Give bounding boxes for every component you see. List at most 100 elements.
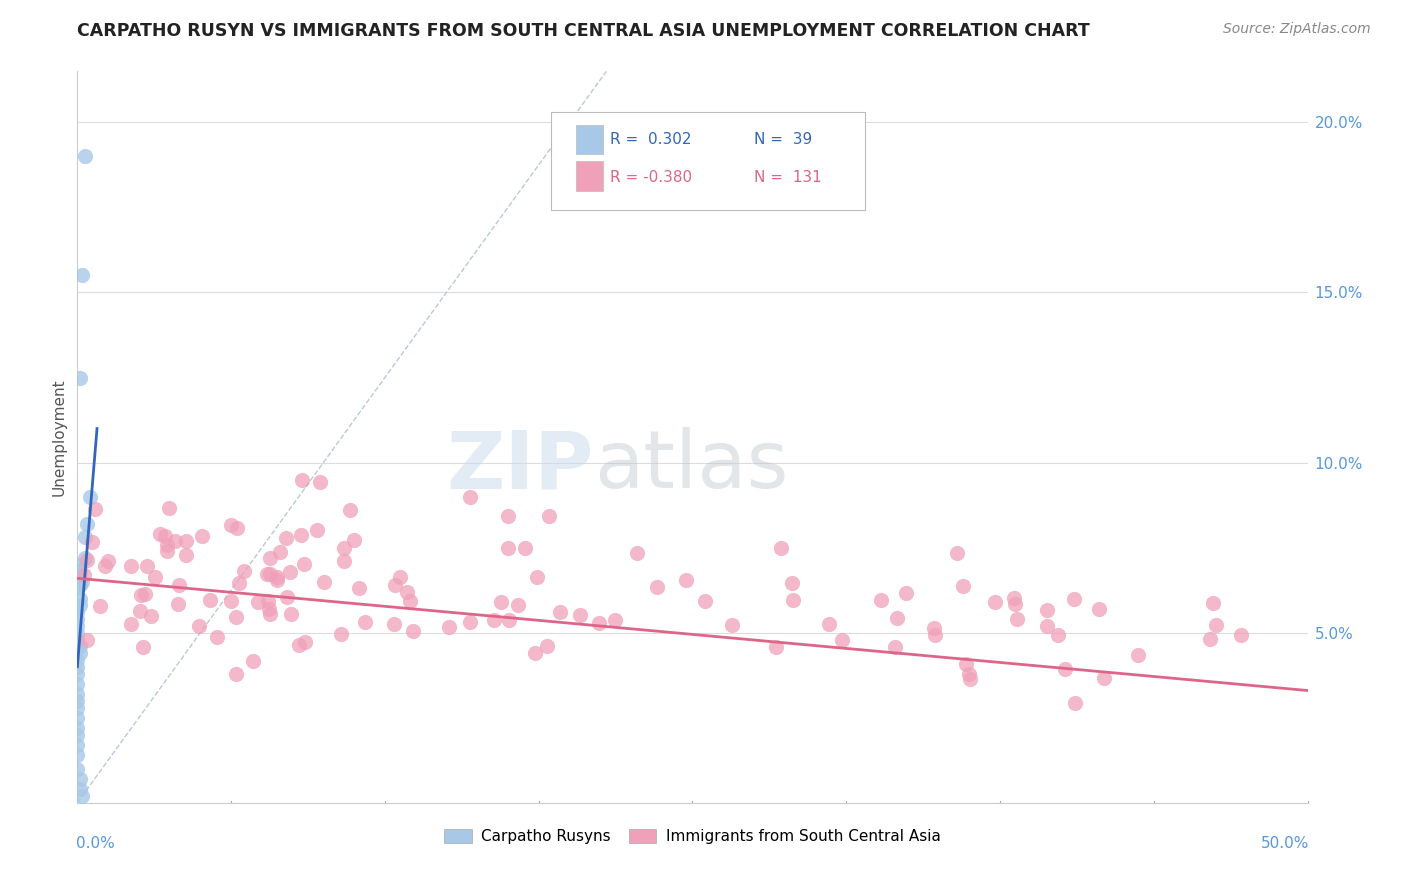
- Point: [274, 531, 297, 545]
- Point: [228, 575, 250, 590]
- Point: [246, 595, 269, 609]
- Point: [69, 646, 91, 660]
- Text: CARPATHO RUSYN VS IMMIGRANTS FROM SOUTH CENTRAL ASIA UNEMPLOYMENT CORRELATION CH: CARPATHO RUSYN VS IMMIGRANTS FROM SOUTH …: [77, 22, 1090, 40]
- Point: [721, 617, 744, 632]
- Point: [66, 632, 89, 647]
- Point: [343, 533, 366, 547]
- Point: [139, 608, 162, 623]
- Point: [145, 570, 167, 584]
- Point: [869, 592, 891, 607]
- Point: [946, 546, 969, 560]
- Point: [957, 667, 980, 681]
- Point: [278, 566, 301, 580]
- Point: [132, 640, 155, 654]
- Point: [280, 607, 302, 621]
- Point: [155, 529, 177, 543]
- Point: [305, 523, 328, 537]
- Point: [200, 593, 222, 607]
- Point: [329, 626, 352, 640]
- Point: [66, 666, 89, 681]
- Point: [1036, 603, 1059, 617]
- Point: [259, 607, 281, 621]
- Text: R = -0.380: R = -0.380: [610, 169, 692, 185]
- Point: [69, 772, 91, 786]
- Point: [1063, 591, 1085, 606]
- Point: [588, 615, 610, 630]
- Point: [883, 640, 905, 654]
- Point: [1054, 663, 1077, 677]
- Point: [1036, 619, 1059, 633]
- Point: [66, 694, 89, 708]
- Point: [149, 527, 172, 541]
- Point: [66, 605, 89, 619]
- Point: [291, 473, 314, 487]
- Point: [69, 599, 91, 613]
- Point: [354, 615, 377, 630]
- Point: [524, 646, 547, 660]
- Point: [66, 659, 89, 673]
- Point: [292, 558, 315, 572]
- Point: [129, 588, 152, 602]
- Point: [389, 570, 412, 584]
- Point: [66, 653, 89, 667]
- Point: [333, 541, 356, 555]
- Point: [460, 615, 482, 629]
- Point: [603, 613, 626, 627]
- FancyBboxPatch shape: [575, 161, 603, 191]
- Point: [1229, 628, 1251, 642]
- Point: [645, 580, 668, 594]
- Point: [266, 573, 288, 587]
- Point: [69, 640, 91, 654]
- Point: [226, 520, 249, 534]
- Point: [496, 509, 519, 524]
- Point: [191, 529, 214, 543]
- Point: [73, 149, 96, 163]
- Point: [498, 613, 520, 627]
- Point: [66, 619, 89, 633]
- Point: [402, 624, 425, 638]
- Point: [219, 594, 242, 608]
- Point: [157, 501, 180, 516]
- Point: [73, 531, 96, 545]
- Point: [73, 550, 96, 565]
- Point: [129, 604, 152, 618]
- Point: [66, 738, 89, 752]
- Point: [79, 490, 101, 504]
- Y-axis label: Unemployment: Unemployment: [51, 378, 66, 496]
- Point: [167, 597, 190, 611]
- Point: [174, 533, 197, 548]
- Point: [496, 541, 519, 555]
- Point: [1004, 597, 1026, 611]
- Text: R =  0.302: R = 0.302: [610, 132, 692, 147]
- Point: [398, 594, 420, 608]
- Point: [309, 475, 332, 490]
- Point: [536, 639, 558, 653]
- Point: [205, 630, 228, 644]
- Point: [294, 635, 316, 649]
- Point: [568, 607, 591, 622]
- Point: [73, 568, 96, 582]
- Text: Source: ZipAtlas.com: Source: ZipAtlas.com: [1223, 22, 1371, 37]
- Point: [290, 527, 312, 541]
- Text: ZIP: ZIP: [447, 427, 595, 506]
- Point: [886, 611, 908, 625]
- Point: [782, 592, 804, 607]
- Point: [831, 632, 853, 647]
- Point: [347, 582, 370, 596]
- Point: [1088, 602, 1111, 616]
- Point: [135, 559, 157, 574]
- Point: [1205, 618, 1227, 632]
- Point: [69, 370, 91, 384]
- Point: [675, 573, 697, 587]
- Point: [482, 613, 505, 627]
- Point: [76, 552, 98, 566]
- Point: [70, 268, 93, 283]
- Point: [276, 590, 298, 604]
- Point: [1005, 612, 1028, 626]
- Point: [225, 667, 247, 681]
- Point: [120, 616, 142, 631]
- Point: [120, 559, 142, 574]
- Point: [156, 544, 179, 558]
- Point: [526, 570, 548, 584]
- Point: [513, 541, 536, 555]
